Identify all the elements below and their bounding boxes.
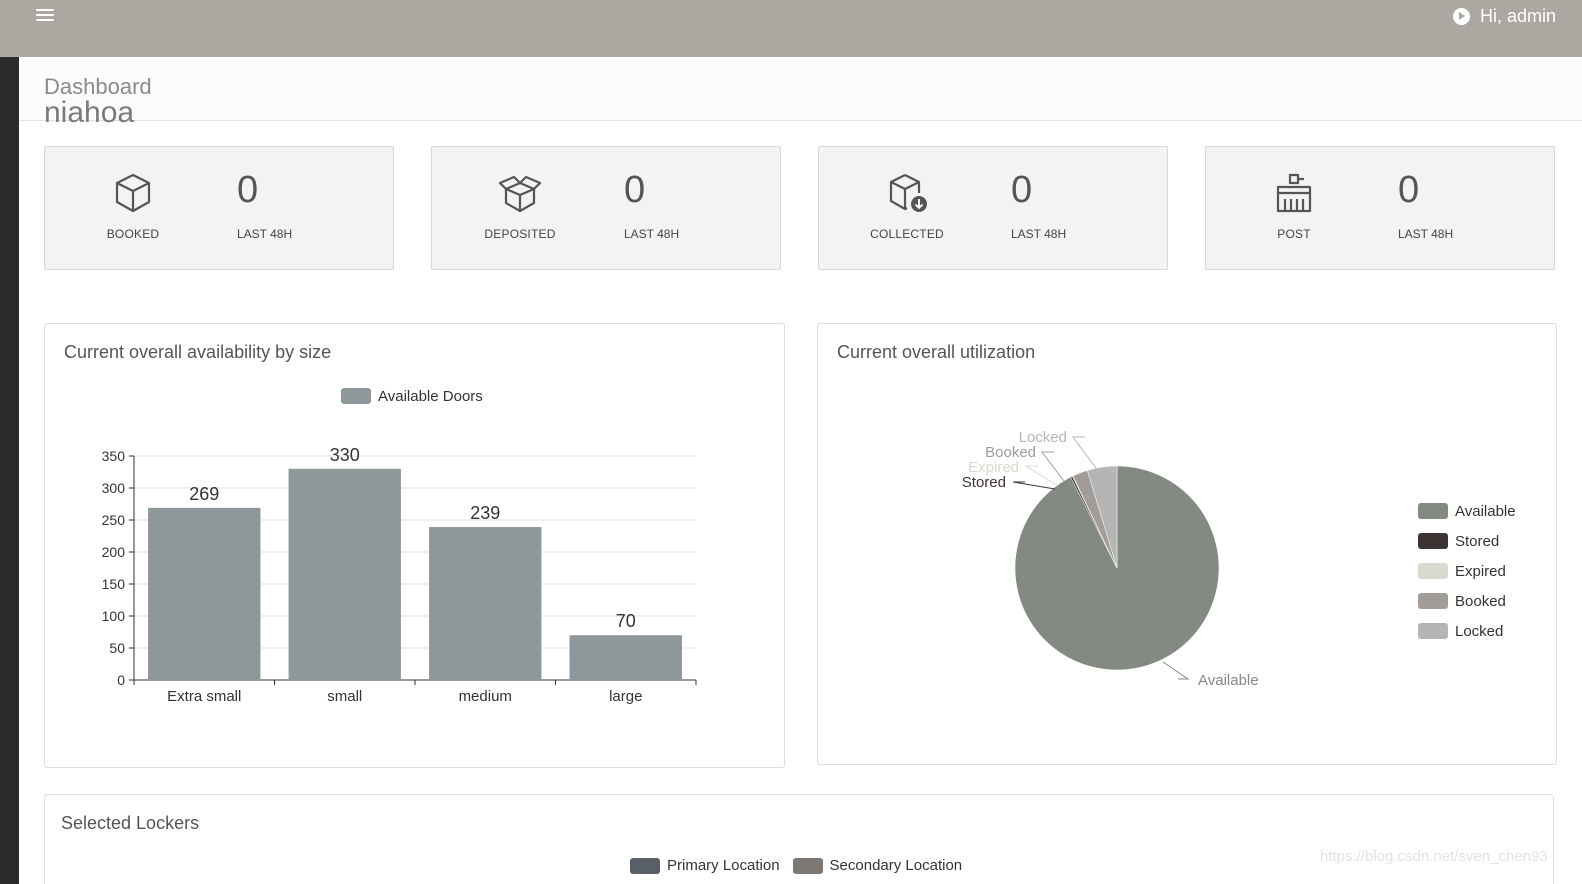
utilization-title: Current overall utilization xyxy=(837,342,1036,362)
bar-legend[interactable]: Available Doors xyxy=(341,388,483,405)
user-greeting: Hi, admin xyxy=(1479,6,1556,26)
pie-label-stored: Stored xyxy=(962,474,1006,491)
legend-swatch-available-doors xyxy=(341,388,371,404)
page-header xyxy=(19,57,1582,121)
availability-title: Current overall availability by size xyxy=(64,342,332,362)
y-tick-label: 250 xyxy=(102,512,126,528)
legend-swatch-booked xyxy=(1418,593,1448,609)
legend-swatch-secondary xyxy=(792,857,823,874)
pie-legend-item-stored[interactable]: Stored xyxy=(1418,526,1516,556)
locker-post-icon xyxy=(1276,173,1312,213)
stat-label: BOOKED xyxy=(106,227,160,241)
legend-swatch-available xyxy=(1418,503,1448,519)
open-box-icon xyxy=(498,175,542,213)
pie-label-line-stored xyxy=(1012,481,1056,490)
stat-label: COLLECTED xyxy=(870,227,944,241)
legend-label-available-doors: Available Doors xyxy=(378,388,483,405)
legend-label-stored: Stored xyxy=(1455,532,1500,550)
selected-lockers-title: Selected Lockers xyxy=(61,813,200,833)
pie-legend-item-locked[interactable]: Locked xyxy=(1418,616,1516,646)
availability-bar-chart: Available Doors 0 50 100 150 200 250 300 350 269 E… xyxy=(102,388,697,705)
stat-card-post[interactable]: POST 0 LAST 48H xyxy=(1205,146,1555,270)
stat-label: DEPOSITED xyxy=(484,227,556,241)
stat-period: LAST 48H xyxy=(624,227,680,241)
pie-label-line-expired xyxy=(1024,465,1059,487)
y-tick-label: 350 xyxy=(102,448,126,464)
pie-label-booked: Booked xyxy=(985,444,1036,461)
legend-swatch-expired xyxy=(1418,563,1448,579)
stat-card-deposited[interactable]: DEPOSITED 0 LAST 48H xyxy=(431,146,781,270)
legend-label-primary[interactable]: Primary Location xyxy=(667,857,780,874)
bar-extra-small[interactable] xyxy=(148,507,261,680)
play-circle-icon xyxy=(1452,8,1470,25)
stat-count: 0 xyxy=(1398,169,1420,211)
bar-medium[interactable] xyxy=(429,527,542,680)
stat-label: POST xyxy=(1277,227,1311,241)
pie-label-expired: Expired xyxy=(968,459,1019,476)
y-tick-label: 200 xyxy=(102,544,126,560)
pie-legend-item-booked[interactable]: Booked xyxy=(1418,586,1516,616)
user-menu[interactable]: Hi, admin xyxy=(1452,6,1556,27)
pie-label-line-locked xyxy=(1072,436,1097,469)
pie-legend: Available Stored Expired Booked Locked xyxy=(1418,496,1516,646)
y-tick-label: 300 xyxy=(102,480,126,496)
lockers-legend: Primary Location Secondary Location xyxy=(630,857,962,874)
y-tick-label: 0 xyxy=(117,672,125,688)
pie-slice-locked[interactable] xyxy=(1087,465,1118,569)
pie-legend-item-available[interactable]: Available xyxy=(1418,496,1516,526)
utilization-panel: Current overall utilization Available Sto… xyxy=(817,323,1557,765)
stat-period: LAST 48H xyxy=(1011,227,1067,241)
hamburger-menu-icon[interactable] xyxy=(36,9,54,25)
legend-swatch-locked xyxy=(1418,623,1448,639)
legend-label-expired: Expired xyxy=(1455,562,1506,580)
watermark: https://blog.csdn.net/sven_chen93 xyxy=(1320,848,1548,865)
x-tick-label: Extra small xyxy=(167,688,241,705)
stat-period: LAST 48H xyxy=(1398,227,1454,241)
top-bar: Hi, admin xyxy=(0,0,1582,57)
bar-value-label: 239 xyxy=(470,503,500,523)
legend-swatch-stored xyxy=(1418,533,1448,549)
bar-small[interactable] xyxy=(288,468,401,680)
y-tick-label: 100 xyxy=(102,608,126,624)
legend-swatch-primary xyxy=(630,857,660,874)
stat-card-booked[interactable]: BOOKED 0 LAST 48H xyxy=(44,146,394,270)
box-download-icon xyxy=(889,174,927,212)
x-tick-label: small xyxy=(327,688,362,705)
pie-legend-item-expired[interactable]: Expired xyxy=(1418,556,1516,586)
legend-label-secondary[interactable]: Secondary Location xyxy=(829,857,963,874)
pie-label-line-booked xyxy=(1040,451,1065,482)
left-sidebar xyxy=(0,57,19,884)
legend-label-locked: Locked xyxy=(1455,622,1504,640)
page-subtitle: niahoa xyxy=(44,96,135,129)
bar-value-label: 269 xyxy=(189,484,219,504)
availability-panel: Current overall availability by size Ava… xyxy=(44,323,785,768)
y-tick-label: 50 xyxy=(109,640,125,656)
stat-count: 0 xyxy=(624,169,646,211)
y-tick-label: 150 xyxy=(102,576,126,592)
bar-large[interactable] xyxy=(569,635,682,680)
x-tick-label: large xyxy=(609,688,642,705)
pie-label-available: Available xyxy=(1198,672,1259,689)
selected-lockers-panel: Selected Lockers Primary Location Second… xyxy=(44,794,1554,884)
pie-label-locked: Locked xyxy=(1019,429,1067,446)
stat-count: 0 xyxy=(237,169,259,211)
x-tick-label: medium xyxy=(459,688,512,705)
stat-period: LAST 48H xyxy=(237,227,293,241)
legend-label-available: Available xyxy=(1455,502,1516,520)
pie-label-line-available xyxy=(1162,661,1190,680)
bar-value-label: 330 xyxy=(330,445,360,465)
legend-label-booked: Booked xyxy=(1455,592,1506,610)
box-icon xyxy=(115,173,151,213)
page-title: Dashboard xyxy=(44,74,152,99)
bar-value-label: 70 xyxy=(616,611,636,631)
stat-count: 0 xyxy=(1011,169,1033,211)
stat-card-collected[interactable]: COLLECTED 0 LAST 48H xyxy=(818,146,1168,270)
